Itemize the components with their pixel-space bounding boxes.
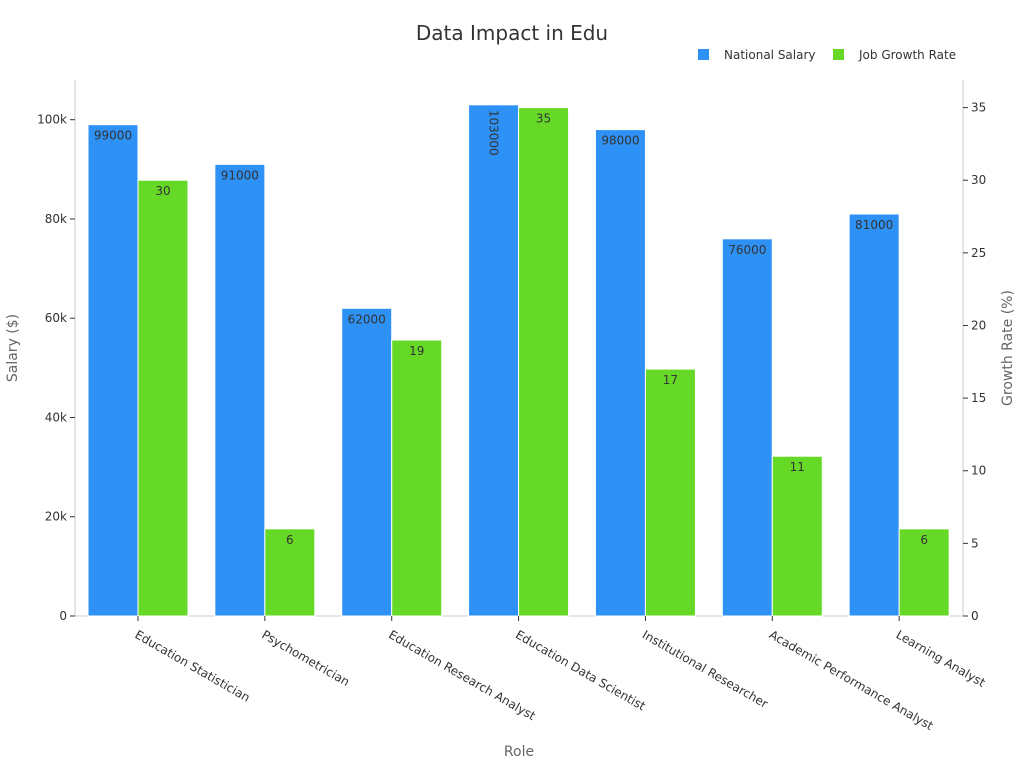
bar-national-salary-education-data-scientist (468, 104, 520, 617)
left-y-tick-label: 20k (45, 510, 67, 524)
data-label-job-growth-rate-psychometrician: 6 (286, 533, 294, 547)
data-label-job-growth-rate-institutional-researcher: 17 (663, 373, 678, 387)
legend-label-job-growth-rate: Job Growth Rate (858, 48, 956, 62)
x-tick-label-education-data-scientist: Education Data Scientist (513, 627, 648, 713)
bar-job-growth-rate-education-statistician (137, 179, 189, 617)
data-label-job-growth-rate-education-data-scientist: 35 (536, 112, 551, 126)
bars (87, 104, 950, 617)
left-y-axis-title: Salary ($) (5, 314, 21, 382)
data-label-national-salary-education-statistician: 99000 (94, 129, 132, 143)
left-y-tick-label: 0 (59, 609, 67, 623)
bar-job-growth-rate-education-data-scientist (518, 107, 570, 617)
data-label-national-salary-education-data-scientist: 103000 (487, 110, 501, 156)
bar-job-growth-rate-academic-performance-analyst (771, 455, 823, 617)
right-y-axis-title: Growth Rate (%) (1000, 290, 1016, 406)
right-y-tick-label: 25 (971, 246, 986, 260)
bar-job-growth-rate-learning-analyst (898, 528, 950, 617)
bar-national-salary-academic-performance-analyst (721, 238, 773, 617)
right-y-ticks: 0 5 10 15 20 25 30 35 (963, 101, 986, 623)
data-labels: 99000 30 91000 6 62000 19 103000 35 98000 17 76000… (94, 110, 928, 547)
x-tick-label-institutional-researcher: Institutional Researcher (640, 627, 771, 710)
x-tick-label-education-research-analyst: Education Research Analyst (386, 627, 538, 723)
legend: National Salary Job Growth Rate (698, 48, 956, 62)
x-ticks: Education Statistician Psychometrician Edu… (133, 616, 988, 733)
right-y-tick-label: 5 (971, 536, 979, 550)
bar-national-salary-education-statistician (87, 124, 139, 617)
x-tick-label-learning-analyst: Learning Analyst (894, 627, 988, 690)
chart-title: Data Impact in Edu (416, 21, 608, 45)
bar-national-salary-education-research-analyst (341, 307, 393, 617)
data-label-national-salary-institutional-researcher: 98000 (601, 134, 639, 148)
right-y-tick-label: 35 (971, 101, 986, 115)
data-label-job-growth-rate-learning-analyst: 6 (920, 533, 928, 547)
bar-national-salary-psychometrician (214, 163, 266, 617)
legend-swatch-national-salary (698, 49, 709, 60)
bar-job-growth-rate-psychometrician (264, 528, 316, 617)
right-y-tick-label: 0 (971, 609, 979, 623)
right-y-tick-label: 20 (971, 318, 986, 332)
data-label-job-growth-rate-education-research-analyst: 19 (409, 344, 424, 358)
bar-job-growth-rate-institutional-researcher (644, 368, 696, 617)
left-y-ticks: 0 20k 40k 60k 80k 100k (37, 113, 75, 623)
right-y-tick-label: 10 (971, 464, 986, 478)
right-y-tick-label: 15 (971, 391, 986, 405)
x-axis-title: Role (504, 744, 534, 760)
left-y-tick-label: 60k (45, 311, 67, 325)
data-label-national-salary-academic-performance-analyst: 76000 (728, 243, 766, 257)
bar-national-salary-institutional-researcher (594, 129, 646, 617)
left-y-tick-label: 40k (45, 410, 67, 424)
left-y-tick-label: 100k (37, 113, 67, 127)
x-tick-label-psychometrician: Psychometrician (259, 627, 352, 689)
x-tick-label-education-statistician: Education Statistician (133, 627, 253, 704)
right-y-tick-label: 30 (971, 173, 986, 187)
data-label-job-growth-rate-education-statistician: 30 (155, 184, 170, 198)
legend-swatch-job-growth-rate (833, 49, 844, 60)
bar-national-salary-learning-analyst (848, 213, 900, 617)
bar-job-growth-rate-education-research-analyst (391, 339, 443, 617)
data-label-national-salary-psychometrician: 91000 (221, 168, 259, 182)
data-label-national-salary-learning-analyst: 81000 (855, 218, 893, 232)
left-y-tick-label: 80k (45, 212, 67, 226)
legend-label-national-salary: National Salary (724, 48, 816, 62)
data-label-national-salary-education-research-analyst: 62000 (348, 312, 386, 326)
data-label-job-growth-rate-academic-performance-analyst: 11 (790, 460, 805, 474)
